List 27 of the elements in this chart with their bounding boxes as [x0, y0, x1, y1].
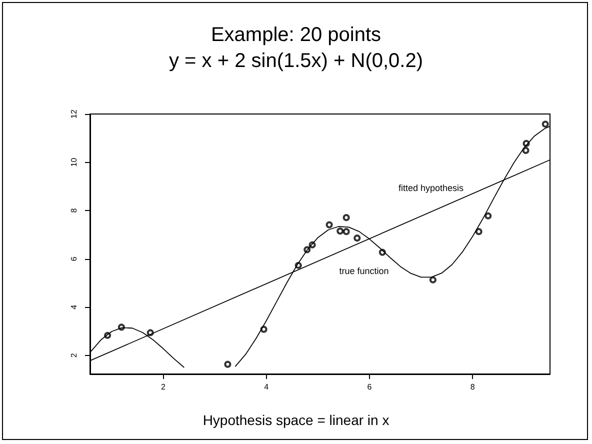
x-axis-title: Hypothesis space = linear in x: [202, 412, 390, 428]
x-tick-label: 4: [264, 382, 270, 392]
point: [260, 326, 268, 333]
point: [522, 146, 530, 154]
point: [429, 276, 436, 284]
point: [342, 214, 350, 222]
point: [475, 228, 482, 236]
chart-title: Example: 20 points: [210, 24, 382, 46]
y-tick-label: 10: [70, 157, 78, 167]
y-tick-label: 2: [70, 352, 78, 358]
y-tick-label: 12: [70, 109, 78, 118]
point: [224, 360, 232, 368]
point: [326, 221, 333, 228]
chart-subtitle: y = x + 2 sin(1.5x) + N(0,0.2): [169, 50, 423, 72]
x-tick-label: 6: [367, 382, 372, 392]
y-tick-label: 4: [70, 304, 78, 310]
y-tick-label: 6: [70, 256, 78, 262]
annotation: fitted hypothesis: [398, 183, 464, 193]
point: [354, 234, 361, 242]
point: [336, 228, 344, 235]
point: [542, 120, 549, 128]
point: [342, 228, 350, 236]
x-tick-label: 2: [161, 382, 166, 392]
point: [484, 212, 492, 220]
x-tick-label: 8: [470, 382, 476, 392]
annotation: true function: [339, 266, 389, 276]
y-tick-label: 8: [70, 208, 78, 213]
